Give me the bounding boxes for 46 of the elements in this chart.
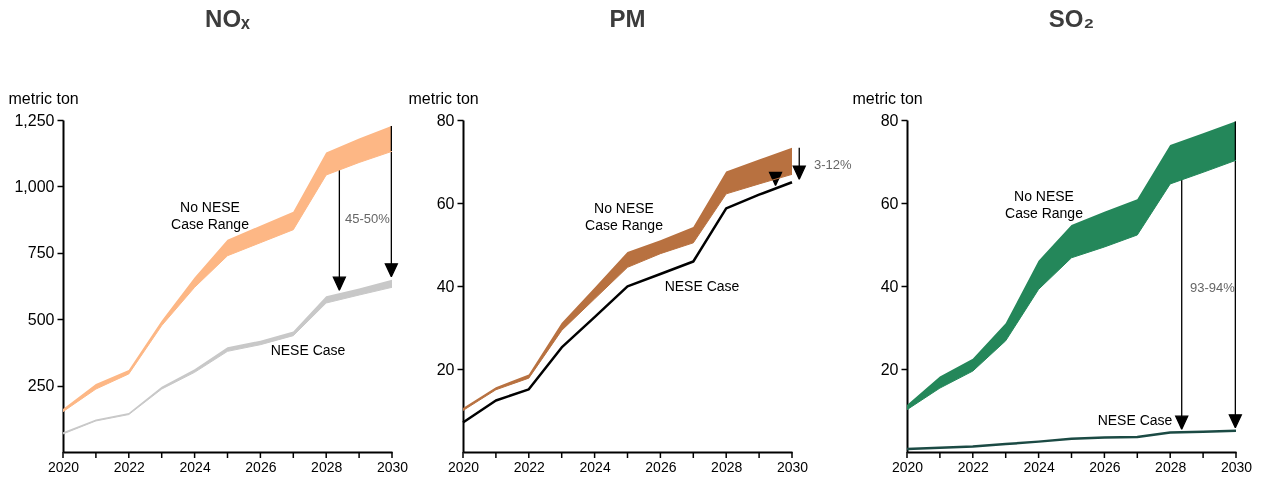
y-axis-title: metric ton (852, 89, 923, 107)
y-tick-label: 80 (880, 111, 899, 129)
chart-title: SO₂ (1048, 5, 1095, 32)
y-axis-title: metric ton (408, 89, 479, 107)
x-tick-label: 2026 (645, 458, 677, 475)
x-tick-label: 2020 (891, 458, 924, 475)
y-tick-label: 40 (880, 277, 899, 295)
x-tick-label: 2028 (1155, 458, 1187, 475)
x-tick-label: 2026 (1089, 458, 1121, 475)
x-tick-label: 2024 (1023, 458, 1055, 475)
x-tick-label: 2020 (47, 458, 80, 475)
series-label: NESE Case (664, 278, 740, 294)
y-tick-label: 750 (27, 244, 55, 262)
y-tick-label: 20 (880, 360, 899, 378)
y-tick-label: 60 (436, 194, 455, 212)
y-tick-label: 1,000 (14, 177, 55, 195)
x-tick-label: 2022 (113, 458, 146, 475)
series-label: No NESE Case Range (171, 199, 250, 232)
annotation: 93-94% (1190, 280, 1236, 295)
chart-title: NOₓ (205, 5, 251, 32)
x-tick-label: 2026 (245, 458, 277, 475)
x-tick-label: 2024 (179, 458, 211, 475)
y-tick-label: 250 (27, 377, 55, 395)
x-tick-label: 2030 (1220, 458, 1253, 475)
series-label: NESE Case (1097, 412, 1173, 428)
x-tick-label: 2030 (776, 458, 809, 475)
x-tick-label: 2030 (376, 458, 409, 475)
chart-title: PM (609, 5, 646, 32)
x-tick-label: 2028 (711, 458, 743, 475)
x-tick-label: 2020 (447, 458, 480, 475)
x-tick-label: 2028 (311, 458, 343, 475)
text: No NESE Case Range (1005, 188, 1084, 221)
y-tick-label: 40 (436, 277, 455, 295)
x-tick-label: 2022 (513, 458, 546, 475)
series-label: NESE Case (270, 342, 346, 358)
text: 3-12% (814, 157, 853, 172)
annotation: 45-50% (345, 211, 391, 226)
y-tick-label: 80 (436, 111, 455, 129)
series-label: No NESE Case Range (585, 200, 664, 233)
y-tick-label: 500 (27, 310, 55, 328)
y-tick-label: 60 (880, 194, 899, 212)
x-tick-label: 2022 (957, 458, 990, 475)
y-axis-title: metric ton (8, 89, 79, 107)
y-tick-label: 20 (436, 360, 455, 378)
y-tick-label: 1,250 (14, 111, 55, 129)
x-tick-label: 2024 (579, 458, 611, 475)
